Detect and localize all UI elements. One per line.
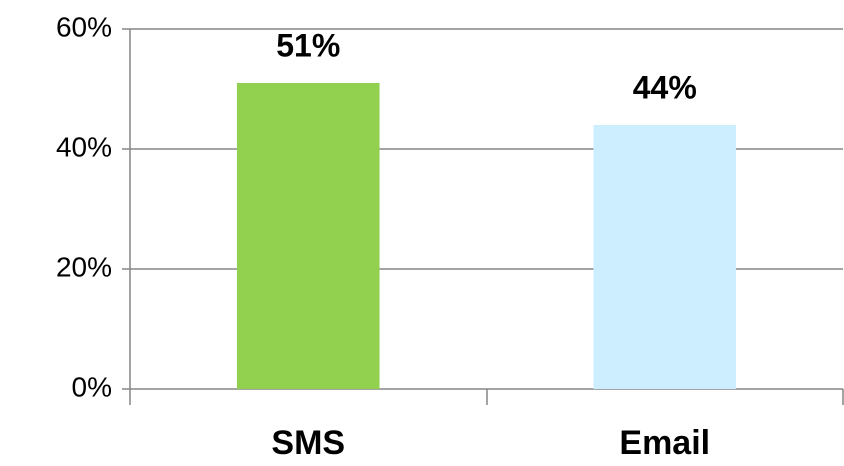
bar	[236, 83, 380, 389]
y-tick-label: 0%	[72, 371, 112, 402]
y-tick-label: 60%	[56, 11, 112, 42]
x-tick-label: SMS	[271, 424, 345, 462]
x-tick-label: Email	[619, 424, 710, 462]
y-tick-label: 20%	[56, 251, 112, 282]
bar	[593, 125, 737, 389]
data-label: 44%	[633, 69, 697, 105]
data-label: 51%	[276, 27, 340, 63]
y-tick-label: 40%	[56, 131, 112, 162]
